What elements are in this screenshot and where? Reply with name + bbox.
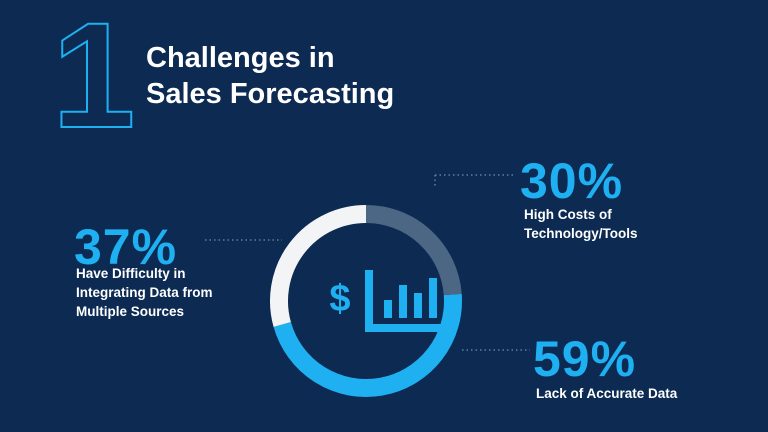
title-line: Challenges in: [146, 42, 335, 74]
icon: $: [329, 270, 455, 332]
chart-title: Challenges in Sales Forecasting: [146, 40, 394, 112]
leader-lines: [205, 174, 530, 351]
section-number: 1: [51, 0, 136, 159]
icon-bar: [414, 293, 422, 318]
value-label: 30%: [520, 153, 624, 209]
dollar-icon: $: [329, 278, 350, 320]
donut-segment: [270, 205, 367, 327]
icon-bar: [384, 300, 392, 318]
category-label: High Costs of Technology/Tools: [524, 207, 638, 241]
donut-segment: [365, 205, 462, 296]
icon-axis: [365, 270, 373, 330]
icon-bar: [429, 278, 437, 318]
category-label: Have Difficulty in Integrating Data from…: [76, 266, 213, 319]
value-label: 37%: [74, 219, 178, 275]
title-line: Sales Forecasting: [146, 78, 395, 110]
value-label: 59%: [533, 331, 637, 387]
icon-bar: [399, 285, 407, 318]
category-label: Lack of Accurate Data: [536, 386, 678, 401]
icon-axis: [365, 324, 455, 332]
